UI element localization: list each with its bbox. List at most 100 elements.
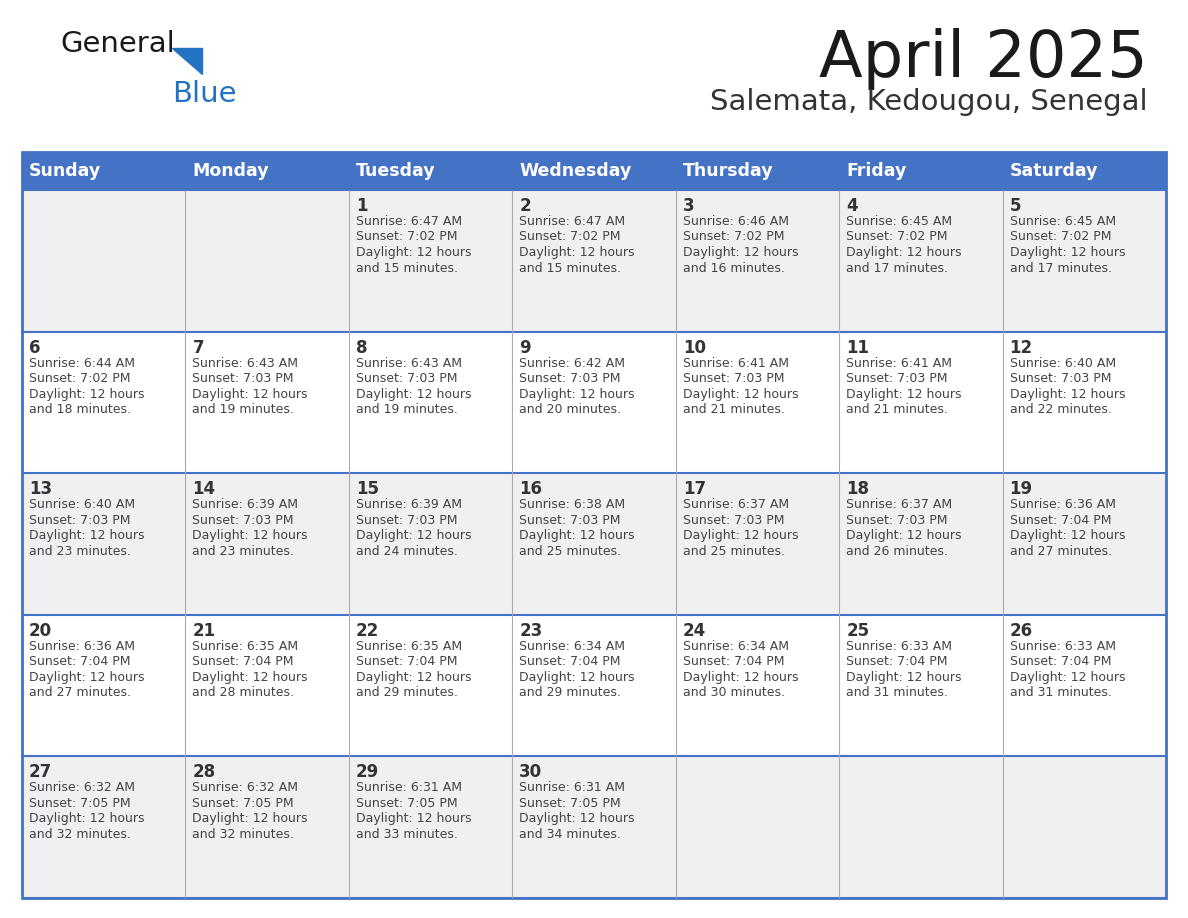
Text: Sunrise: 6:39 AM: Sunrise: 6:39 AM (356, 498, 462, 511)
Text: and 23 minutes.: and 23 minutes. (29, 544, 131, 558)
Text: Sunrise: 6:47 AM: Sunrise: 6:47 AM (356, 215, 462, 228)
Text: Sunrise: 6:33 AM: Sunrise: 6:33 AM (846, 640, 952, 653)
Text: Daylight: 12 hours: Daylight: 12 hours (683, 529, 798, 543)
Text: Daylight: 12 hours: Daylight: 12 hours (519, 246, 634, 259)
Text: and 19 minutes.: and 19 minutes. (192, 403, 295, 416)
Text: and 19 minutes.: and 19 minutes. (356, 403, 457, 416)
Text: Salemata, Kedougou, Senegal: Salemata, Kedougou, Senegal (710, 88, 1148, 116)
Text: Sunset: 7:03 PM: Sunset: 7:03 PM (519, 514, 621, 527)
Text: Sunrise: 6:32 AM: Sunrise: 6:32 AM (192, 781, 298, 794)
Text: Sunset: 7:03 PM: Sunset: 7:03 PM (192, 372, 293, 385)
Text: and 21 minutes.: and 21 minutes. (683, 403, 784, 416)
Text: 21: 21 (192, 621, 215, 640)
Text: and 22 minutes.: and 22 minutes. (1010, 403, 1112, 416)
Text: and 31 minutes.: and 31 minutes. (1010, 687, 1112, 700)
Text: Sunset: 7:03 PM: Sunset: 7:03 PM (683, 514, 784, 527)
Text: and 30 minutes.: and 30 minutes. (683, 687, 785, 700)
Text: Sunset: 7:03 PM: Sunset: 7:03 PM (29, 514, 131, 527)
Text: 24: 24 (683, 621, 706, 640)
Text: Daylight: 12 hours: Daylight: 12 hours (192, 671, 308, 684)
Text: and 34 minutes.: and 34 minutes. (519, 828, 621, 841)
Text: Sunset: 7:04 PM: Sunset: 7:04 PM (356, 655, 457, 668)
Text: Sunset: 7:03 PM: Sunset: 7:03 PM (1010, 372, 1111, 385)
Text: Sunrise: 6:31 AM: Sunrise: 6:31 AM (519, 781, 625, 794)
Text: Sunset: 7:04 PM: Sunset: 7:04 PM (29, 655, 131, 668)
Text: Sunset: 7:02 PM: Sunset: 7:02 PM (846, 230, 948, 243)
Text: Sunset: 7:03 PM: Sunset: 7:03 PM (356, 372, 457, 385)
Text: and 20 minutes.: and 20 minutes. (519, 403, 621, 416)
Text: Sunset: 7:02 PM: Sunset: 7:02 PM (519, 230, 621, 243)
Text: and 26 minutes.: and 26 minutes. (846, 544, 948, 558)
Text: Sunset: 7:04 PM: Sunset: 7:04 PM (846, 655, 948, 668)
Text: Daylight: 12 hours: Daylight: 12 hours (356, 812, 472, 825)
Text: and 17 minutes.: and 17 minutes. (846, 262, 948, 274)
Text: 2: 2 (519, 197, 531, 215)
Text: Sunset: 7:04 PM: Sunset: 7:04 PM (1010, 655, 1111, 668)
Text: 29: 29 (356, 764, 379, 781)
Bar (23, 152, 1165, 190)
Text: 19: 19 (1010, 480, 1032, 498)
Text: and 31 minutes.: and 31 minutes. (846, 687, 948, 700)
Text: Daylight: 12 hours: Daylight: 12 hours (683, 671, 798, 684)
Text: Daylight: 12 hours: Daylight: 12 hours (846, 671, 961, 684)
Text: Saturday: Saturday (1010, 162, 1098, 180)
Text: 14: 14 (192, 480, 215, 498)
Text: Sunrise: 6:31 AM: Sunrise: 6:31 AM (356, 781, 462, 794)
Text: and 25 minutes.: and 25 minutes. (519, 544, 621, 558)
Bar (23, 152, 1165, 898)
Text: Sunrise: 6:45 AM: Sunrise: 6:45 AM (1010, 215, 1116, 228)
Text: Sunrise: 6:43 AM: Sunrise: 6:43 AM (356, 356, 462, 370)
Text: and 27 minutes.: and 27 minutes. (29, 687, 131, 700)
Text: Sunrise: 6:39 AM: Sunrise: 6:39 AM (192, 498, 298, 511)
Text: 16: 16 (519, 480, 542, 498)
Text: and 32 minutes.: and 32 minutes. (29, 828, 131, 841)
Text: and 18 minutes.: and 18 minutes. (29, 403, 131, 416)
Text: Sunrise: 6:38 AM: Sunrise: 6:38 AM (519, 498, 625, 511)
Text: Daylight: 12 hours: Daylight: 12 hours (29, 812, 145, 825)
Text: and 17 minutes.: and 17 minutes. (1010, 262, 1112, 274)
Text: Daylight: 12 hours: Daylight: 12 hours (846, 529, 961, 543)
Text: Wednesday: Wednesday (519, 162, 632, 180)
Text: Blue: Blue (172, 80, 236, 108)
Text: and 29 minutes.: and 29 minutes. (519, 687, 621, 700)
Text: and 15 minutes.: and 15 minutes. (519, 262, 621, 274)
Text: 11: 11 (846, 339, 870, 356)
Text: Sunset: 7:03 PM: Sunset: 7:03 PM (519, 372, 621, 385)
Text: Sunrise: 6:34 AM: Sunrise: 6:34 AM (683, 640, 789, 653)
Text: Sunset: 7:05 PM: Sunset: 7:05 PM (519, 797, 621, 810)
Text: Monday: Monday (192, 162, 268, 180)
Bar (23, 615, 1165, 756)
Text: and 32 minutes.: and 32 minutes. (192, 828, 295, 841)
Text: Daylight: 12 hours: Daylight: 12 hours (519, 387, 634, 400)
Text: Friday: Friday (846, 162, 906, 180)
Text: 9: 9 (519, 339, 531, 356)
Text: and 25 minutes.: and 25 minutes. (683, 544, 785, 558)
Text: and 21 minutes.: and 21 minutes. (846, 403, 948, 416)
Text: and 15 minutes.: and 15 minutes. (356, 262, 457, 274)
Bar (23, 756, 1165, 898)
Text: Sunset: 7:02 PM: Sunset: 7:02 PM (29, 372, 131, 385)
Text: 30: 30 (519, 764, 543, 781)
Text: Daylight: 12 hours: Daylight: 12 hours (519, 529, 634, 543)
Text: Sunset: 7:03 PM: Sunset: 7:03 PM (683, 372, 784, 385)
Text: 18: 18 (846, 480, 870, 498)
Text: Sunset: 7:03 PM: Sunset: 7:03 PM (846, 514, 948, 527)
Text: Sunrise: 6:35 AM: Sunrise: 6:35 AM (356, 640, 462, 653)
Text: Sunrise: 6:34 AM: Sunrise: 6:34 AM (519, 640, 625, 653)
Text: Sunset: 7:03 PM: Sunset: 7:03 PM (356, 514, 457, 527)
Text: Sunset: 7:04 PM: Sunset: 7:04 PM (519, 655, 621, 668)
Text: Sunrise: 6:37 AM: Sunrise: 6:37 AM (683, 498, 789, 511)
Text: Sunset: 7:05 PM: Sunset: 7:05 PM (356, 797, 457, 810)
Text: Sunrise: 6:40 AM: Sunrise: 6:40 AM (1010, 356, 1116, 370)
Text: Daylight: 12 hours: Daylight: 12 hours (192, 529, 308, 543)
Text: Sunset: 7:02 PM: Sunset: 7:02 PM (1010, 230, 1111, 243)
Text: 4: 4 (846, 197, 858, 215)
Text: Sunset: 7:05 PM: Sunset: 7:05 PM (29, 797, 131, 810)
Text: 12: 12 (1010, 339, 1032, 356)
Text: 5: 5 (1010, 197, 1020, 215)
Text: April 2025: April 2025 (820, 28, 1148, 90)
Bar (23, 331, 1165, 473)
Text: Sunrise: 6:35 AM: Sunrise: 6:35 AM (192, 640, 298, 653)
Text: Daylight: 12 hours: Daylight: 12 hours (356, 671, 472, 684)
Text: Daylight: 12 hours: Daylight: 12 hours (356, 529, 472, 543)
